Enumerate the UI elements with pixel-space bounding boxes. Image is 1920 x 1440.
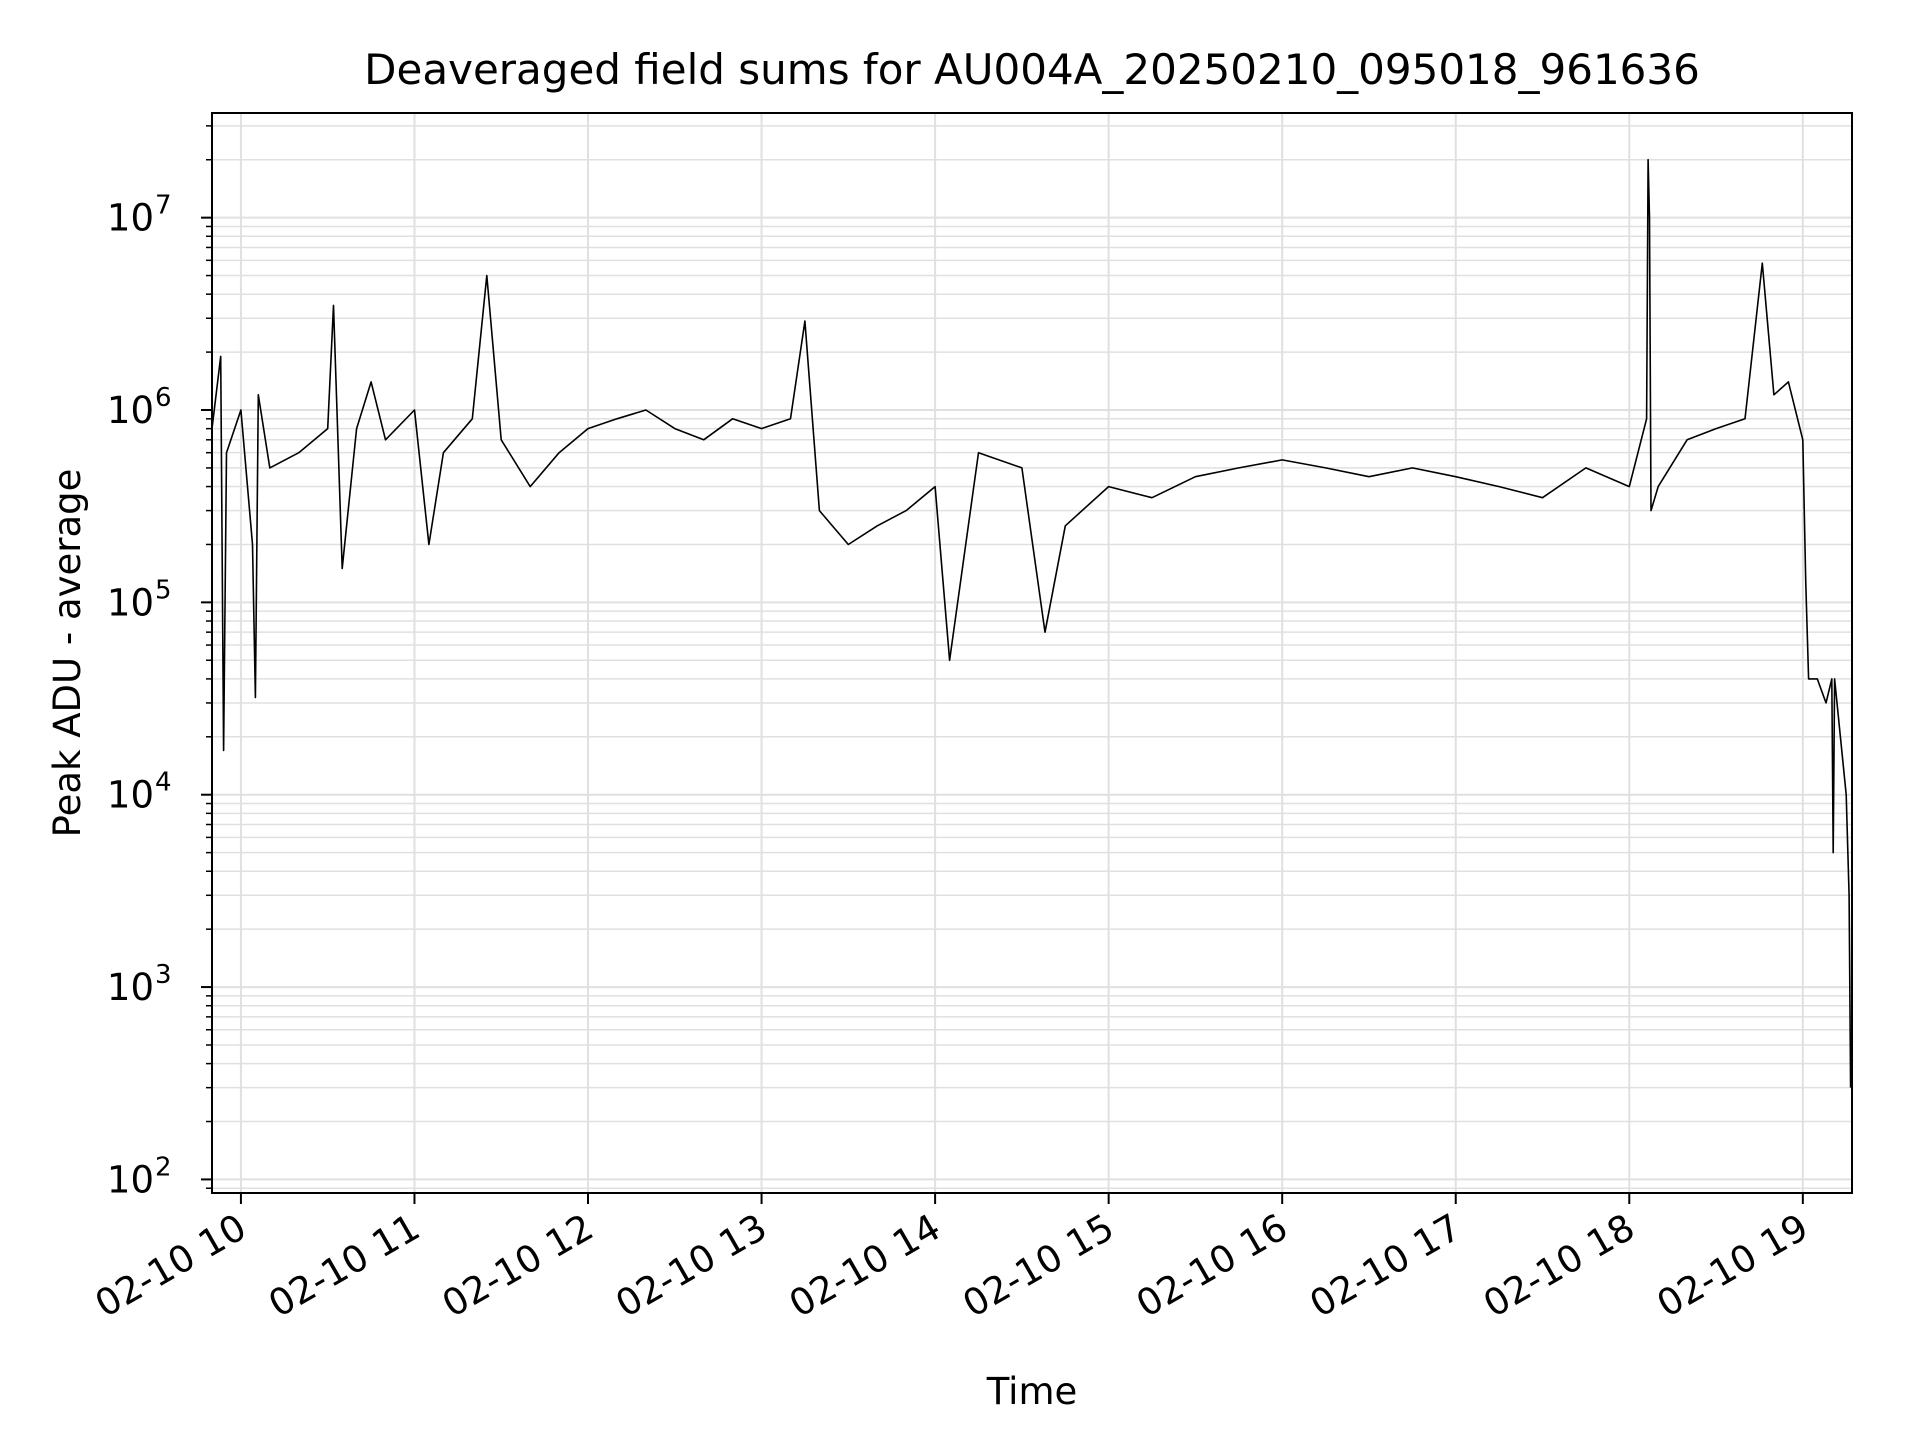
y-tick-label: 10: [107, 966, 154, 1009]
y-tick-label: 10: [107, 774, 154, 817]
series-line: [211, 158, 1852, 1088]
chart-title: Deaveraged field sums for AU004A_2025021…: [364, 45, 1700, 94]
y-tick-label-exponent: 5: [155, 575, 172, 605]
y-tick-label: 10: [107, 1158, 154, 1201]
x-axis-label: Time: [986, 1370, 1078, 1413]
y-tick-label: 10: [107, 389, 154, 432]
y-tick-label-exponent: 6: [155, 383, 172, 413]
y-tick-label: 10: [107, 581, 154, 624]
grid: [212, 113, 1852, 1193]
y-tick-label-exponent: 3: [155, 960, 172, 990]
y-tick-label: 10: [107, 197, 154, 240]
y-tick-label-exponent: 4: [155, 768, 172, 798]
y-tick-label-exponent: 2: [155, 1152, 172, 1182]
y-axis-label: Peak ADU - average: [46, 469, 89, 838]
plot-area-frame: [211, 112, 1853, 1194]
y-tick-label-exponent: 7: [155, 191, 172, 221]
series-group: [211, 158, 1852, 1088]
